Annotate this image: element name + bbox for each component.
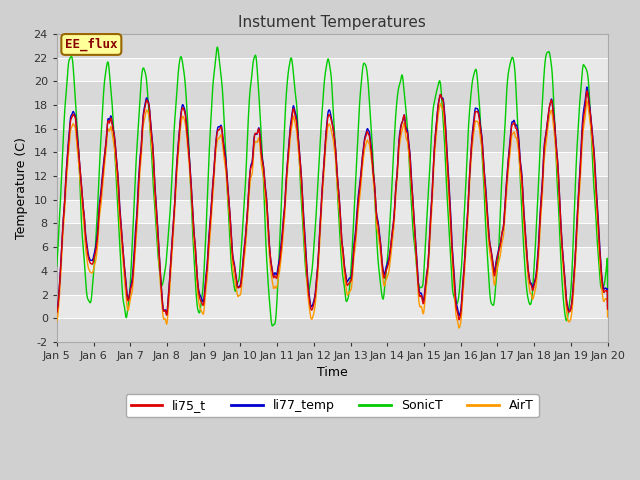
Bar [57, 58, 607, 81]
li77_temp [556, 184, 563, 190]
Line: SonicT: SonicT [57, 47, 607, 326]
Legend: li75_t, li77_temp, SonicT, AirT: li75_t, li77_temp, SonicT, AirT [126, 395, 538, 417]
SonicT [349, 241, 356, 247]
Bar [57, 247, 607, 271]
Line: li77_temp: li77_temp [57, 87, 607, 316]
AirT [348, 280, 356, 286]
SonicT [269, 323, 276, 329]
Bar [57, 200, 607, 224]
Title: Instument Temperatures: Instument Temperatures [238, 15, 426, 30]
Text: EE_flux: EE_flux [65, 38, 118, 51]
SonicT [556, 223, 563, 228]
Bar [57, 34, 607, 58]
Bar [57, 152, 607, 176]
Bar [57, 10, 607, 34]
li77_temp [604, 304, 611, 310]
Y-axis label: Temperature (C): Temperature (C) [15, 137, 28, 239]
li77_temp [455, 313, 463, 319]
Line: AirT: AirT [57, 101, 607, 328]
Bar [57, 129, 607, 152]
li75_t [556, 185, 563, 191]
AirT [493, 270, 500, 276]
AirT [53, 319, 61, 324]
li77_temp [53, 308, 61, 314]
Bar [57, 318, 607, 342]
li77_temp [571, 265, 579, 271]
AirT [583, 98, 591, 104]
Bar [57, 176, 607, 200]
li75_t [455, 317, 463, 323]
AirT [604, 314, 611, 320]
li75_t [53, 310, 61, 315]
SonicT [360, 60, 368, 66]
Line: li75_t: li75_t [57, 91, 607, 320]
li77_temp [348, 269, 356, 275]
X-axis label: Time: Time [317, 367, 348, 380]
AirT [455, 325, 463, 331]
SonicT [207, 126, 214, 132]
li77_temp [207, 215, 214, 221]
li75_t [207, 218, 214, 224]
li75_t [583, 88, 591, 94]
li75_t [604, 306, 611, 312]
Bar [57, 224, 607, 247]
Bar [57, 295, 607, 318]
Bar [57, 105, 607, 129]
Bar [57, 81, 607, 105]
SonicT [604, 285, 611, 291]
AirT [556, 194, 563, 200]
SonicT [214, 44, 221, 50]
AirT [207, 229, 214, 235]
AirT [571, 276, 579, 282]
SonicT [53, 263, 61, 269]
SonicT [493, 272, 500, 278]
li75_t [571, 266, 579, 272]
li77_temp [360, 141, 368, 146]
li75_t [348, 272, 356, 277]
AirT [360, 151, 368, 157]
SonicT [571, 200, 579, 205]
li77_temp [493, 257, 500, 263]
li75_t [493, 260, 500, 266]
li77_temp [583, 84, 591, 90]
li75_t [360, 143, 368, 148]
Bar [57, 271, 607, 295]
